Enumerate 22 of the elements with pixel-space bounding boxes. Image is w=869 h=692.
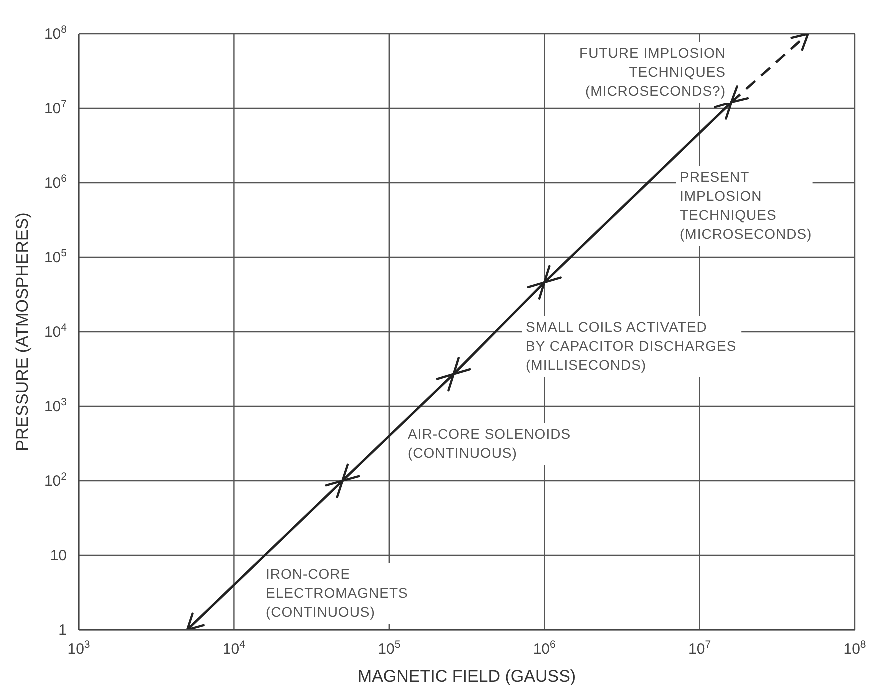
y-tick-label: 10$^{8}$ xyxy=(44,24,68,43)
x-tick-label: 10$^{3}$ xyxy=(68,639,90,658)
x-tick-label: 10$^{5}$ xyxy=(378,639,401,658)
annotation: PRESENT IMPLOSION TECHNIQUES (MICROSECONDS) xyxy=(680,169,812,242)
annotation: IRON-CORE ELECTROMAGNETS (CONTINUOUS) xyxy=(266,566,408,620)
x-axis-title: MAGNETIC FIELD (GAUSS) xyxy=(358,667,576,686)
x-tick-label: 10$^{6}$ xyxy=(533,639,556,658)
x-tick-label: 10$^{4}$ xyxy=(222,639,246,658)
y-tick-label: 10$^{6}$ xyxy=(44,173,68,192)
x-tick-label: 10$^{8}$ xyxy=(844,639,866,658)
annotation: AIR-CORE SOLENOIDS (CONTINUOUS) xyxy=(408,426,572,461)
y-tick-label: 10$^{4}$ xyxy=(44,322,68,341)
y-tick-label: 10$^{5}$ xyxy=(44,248,68,266)
annotation: FUTURE IMPLOSION TECHNIQUES (MICROSECONDS?) xyxy=(580,45,726,99)
y-tick-label: 1 xyxy=(58,622,67,639)
annotation: SMALL COILS ACTIVATED BY CAPACITOR DISCHARGES (MILLISECONDS) xyxy=(526,319,737,373)
y-tick-label: 10 xyxy=(50,548,67,564)
y-tick-label: 10$^{7}$ xyxy=(44,98,68,118)
y-tick-label: 10$^{2}$ xyxy=(44,471,68,490)
y-axis-title: PRESSURE (ATMOSPHERES) xyxy=(13,212,32,452)
y-tick-label: 10$^{3}$ xyxy=(44,396,68,416)
x-tick-label: 10$^{7}$ xyxy=(688,639,712,658)
